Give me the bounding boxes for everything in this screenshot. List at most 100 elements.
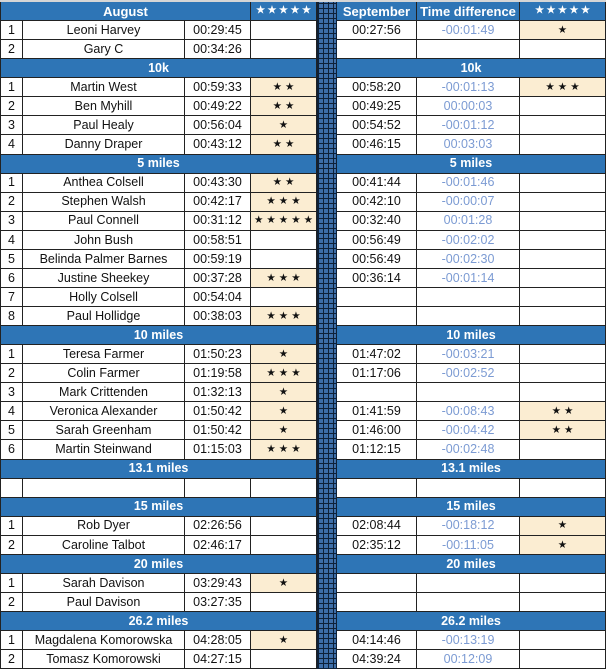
section-title[interactable]: 13.1 miles bbox=[1, 459, 317, 478]
august-stars-cell[interactable]: ★★ bbox=[251, 78, 317, 97]
august-time-cell[interactable]: 00:59:19 bbox=[185, 249, 251, 268]
time-difference-cell[interactable]: 00:03:03 bbox=[417, 135, 520, 154]
section-title[interactable]: 20 miles bbox=[1, 554, 317, 573]
september-stars-cell[interactable] bbox=[520, 650, 606, 669]
runner-name-cell[interactable]: Stephen Walsh bbox=[23, 192, 185, 211]
august-stars-cell[interactable]: ★★ bbox=[251, 135, 317, 154]
august-stars-cell[interactable]: ★★ bbox=[251, 173, 317, 192]
august-header-cell[interactable]: August bbox=[1, 2, 251, 21]
runner-name-cell[interactable]: Holly Colsell bbox=[23, 287, 185, 306]
september-time-cell[interactable]: 00:58:20 bbox=[337, 78, 417, 97]
august-time-cell[interactable]: 03:29:43 bbox=[185, 573, 251, 592]
time-difference-cell[interactable]: 00:01:28 bbox=[417, 211, 520, 230]
time-difference-cell[interactable]: -00:08:43 bbox=[417, 402, 520, 421]
september-stars-cell[interactable]: ★★ bbox=[520, 421, 606, 440]
september-stars-header-cell[interactable]: ★★★★★ bbox=[520, 2, 606, 21]
time-difference-cell[interactable] bbox=[417, 287, 520, 306]
rank-cell[interactable]: 3 bbox=[1, 211, 23, 230]
august-time-cell[interactable]: 00:37:28 bbox=[185, 268, 251, 287]
september-time-cell[interactable]: 02:35:12 bbox=[337, 535, 417, 554]
september-header-cell[interactable]: September bbox=[337, 2, 417, 21]
august-time-cell[interactable]: 00:31:12 bbox=[185, 211, 251, 230]
rank-cell[interactable]: 8 bbox=[1, 307, 23, 326]
rank-cell[interactable]: 4 bbox=[1, 230, 23, 249]
august-time-cell[interactable]: 02:26:56 bbox=[185, 516, 251, 535]
september-time-cell[interactable]: 01:41:59 bbox=[337, 402, 417, 421]
september-time-cell[interactable]: 01:17:06 bbox=[337, 364, 417, 383]
september-time-cell[interactable]: 01:47:02 bbox=[337, 345, 417, 364]
august-stars-cell[interactable] bbox=[251, 249, 317, 268]
august-time-cell[interactable]: 00:54:04 bbox=[185, 287, 251, 306]
august-stars-cell[interactable]: ★ bbox=[251, 421, 317, 440]
september-time-cell[interactable]: 00:32:40 bbox=[337, 211, 417, 230]
section-title[interactable]: 20 miles bbox=[337, 554, 606, 573]
section-title[interactable]: 10k bbox=[337, 59, 606, 78]
august-time-cell[interactable]: 01:50:42 bbox=[185, 421, 251, 440]
september-stars-cell[interactable] bbox=[520, 249, 606, 268]
september-stars-cell[interactable] bbox=[520, 383, 606, 402]
runner-name-cell[interactable]: Sarah Davison bbox=[23, 573, 185, 592]
august-stars-cell[interactable] bbox=[251, 592, 317, 611]
section-title[interactable]: 10 miles bbox=[337, 326, 606, 345]
time-difference-cell[interactable]: -00:04:42 bbox=[417, 421, 520, 440]
rank-cell[interactable] bbox=[1, 478, 23, 497]
september-time-cell[interactable]: 00:42:10 bbox=[337, 192, 417, 211]
time-difference-cell[interactable]: -00:01:49 bbox=[417, 21, 520, 40]
runner-name-cell[interactable]: Paul Davison bbox=[23, 592, 185, 611]
september-time-cell[interactable] bbox=[337, 40, 417, 59]
time-difference-cell[interactable]: -00:01:14 bbox=[417, 268, 520, 287]
august-time-cell[interactable]: 00:43:30 bbox=[185, 173, 251, 192]
runner-name-cell[interactable]: Colin Farmer bbox=[23, 364, 185, 383]
august-time-cell[interactable] bbox=[185, 478, 251, 497]
runner-name-cell[interactable]: Paul Connell bbox=[23, 211, 185, 230]
rank-cell[interactable]: 6 bbox=[1, 440, 23, 459]
september-stars-cell[interactable] bbox=[520, 116, 606, 135]
runner-name-cell[interactable]: Teresa Farmer bbox=[23, 345, 185, 364]
rank-cell[interactable]: 7 bbox=[1, 287, 23, 306]
september-time-cell[interactable]: 00:56:49 bbox=[337, 249, 417, 268]
august-time-cell[interactable]: 01:32:13 bbox=[185, 383, 251, 402]
august-stars-cell[interactable] bbox=[251, 516, 317, 535]
september-stars-cell[interactable] bbox=[520, 268, 606, 287]
september-stars-cell[interactable] bbox=[520, 97, 606, 116]
rank-cell[interactable]: 1 bbox=[1, 516, 23, 535]
september-stars-cell[interactable] bbox=[520, 364, 606, 383]
september-time-cell[interactable]: 00:56:49 bbox=[337, 230, 417, 249]
rank-cell[interactable]: 5 bbox=[1, 249, 23, 268]
august-time-cell[interactable]: 00:56:04 bbox=[185, 116, 251, 135]
september-stars-cell[interactable] bbox=[520, 631, 606, 650]
section-title[interactable]: 26.2 miles bbox=[337, 612, 606, 631]
september-stars-cell[interactable] bbox=[520, 345, 606, 364]
september-stars-cell[interactable]: ★ bbox=[520, 21, 606, 40]
august-stars-cell[interactable]: ★★★★★ bbox=[251, 211, 317, 230]
august-stars-cell[interactable]: ★ bbox=[251, 345, 317, 364]
time-difference-cell[interactable] bbox=[417, 383, 520, 402]
august-stars-cell[interactable] bbox=[251, 230, 317, 249]
section-title[interactable]: 10k bbox=[1, 59, 317, 78]
time-difference-cell[interactable]: -00:02:02 bbox=[417, 230, 520, 249]
runner-name-cell[interactable]: Justine Sheekey bbox=[23, 268, 185, 287]
august-time-cell[interactable]: 00:59:33 bbox=[185, 78, 251, 97]
september-time-cell[interactable]: 00:36:14 bbox=[337, 268, 417, 287]
september-time-cell[interactable] bbox=[337, 573, 417, 592]
september-time-cell[interactable]: 01:12:15 bbox=[337, 440, 417, 459]
september-stars-cell[interactable] bbox=[520, 230, 606, 249]
rank-cell[interactable]: 2 bbox=[1, 592, 23, 611]
september-stars-cell[interactable] bbox=[520, 287, 606, 306]
september-time-cell[interactable]: 00:41:44 bbox=[337, 173, 417, 192]
rank-cell[interactable]: 2 bbox=[1, 40, 23, 59]
runner-name-cell[interactable]: Veronica Alexander bbox=[23, 402, 185, 421]
september-time-cell[interactable]: 02:08:44 bbox=[337, 516, 417, 535]
august-time-cell[interactable]: 01:50:42 bbox=[185, 402, 251, 421]
august-stars-header-cell[interactable]: ★★★★★ bbox=[251, 2, 317, 21]
runner-name-cell[interactable]: Belinda Palmer Barnes bbox=[23, 249, 185, 268]
section-title[interactable]: 15 miles bbox=[337, 497, 606, 516]
runner-name-cell[interactable]: John Bush bbox=[23, 230, 185, 249]
august-stars-cell[interactable] bbox=[251, 21, 317, 40]
rank-cell[interactable]: 6 bbox=[1, 268, 23, 287]
august-stars-cell[interactable]: ★★★ bbox=[251, 440, 317, 459]
runner-name-cell[interactable]: Anthea Colsell bbox=[23, 173, 185, 192]
september-stars-cell[interactable] bbox=[520, 192, 606, 211]
september-stars-cell[interactable] bbox=[520, 211, 606, 230]
august-time-cell[interactable]: 01:50:23 bbox=[185, 345, 251, 364]
